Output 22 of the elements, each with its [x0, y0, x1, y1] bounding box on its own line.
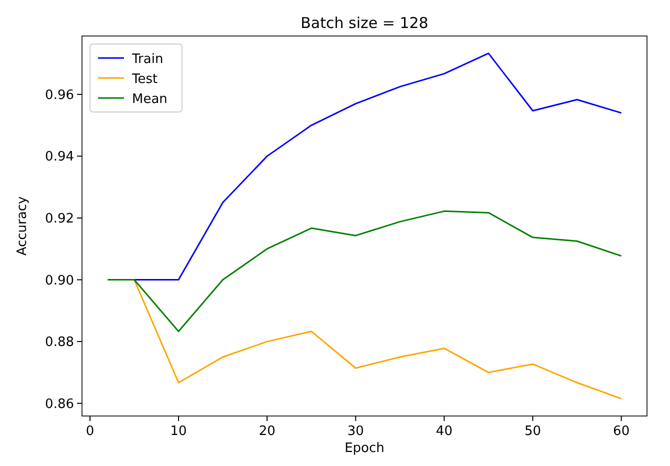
legend-label: Train	[131, 52, 164, 67]
line-series	[134, 52, 622, 281]
x-tick-label: 20	[258, 424, 276, 439]
legend-label: Test	[131, 72, 158, 87]
line-series	[106, 210, 622, 332]
x-axis-title: Epoch	[344, 441, 384, 456]
y-tick-label: 0.90	[45, 273, 74, 288]
line-series	[134, 279, 622, 400]
chart-title: Batch size = 128	[300, 14, 428, 32]
x-tick-label: 60	[613, 424, 630, 439]
x-tick-label: 30	[347, 424, 364, 439]
y-tick-label: 0.88	[45, 335, 74, 350]
y-tick-label: 0.94	[45, 150, 74, 165]
legend-label: Mean	[132, 92, 168, 107]
x-tick-label: 0	[86, 424, 94, 439]
x-tick-label: 40	[436, 424, 452, 439]
y-tick-label: 0.96	[45, 88, 74, 103]
y-tick-label: 0.92	[45, 212, 74, 227]
y-axis-title: Accuracy	[15, 196, 30, 256]
x-tick-label: 50	[524, 424, 542, 439]
x-tick-label: 10	[170, 424, 187, 439]
y-tick-label: 0.86	[45, 396, 74, 412]
